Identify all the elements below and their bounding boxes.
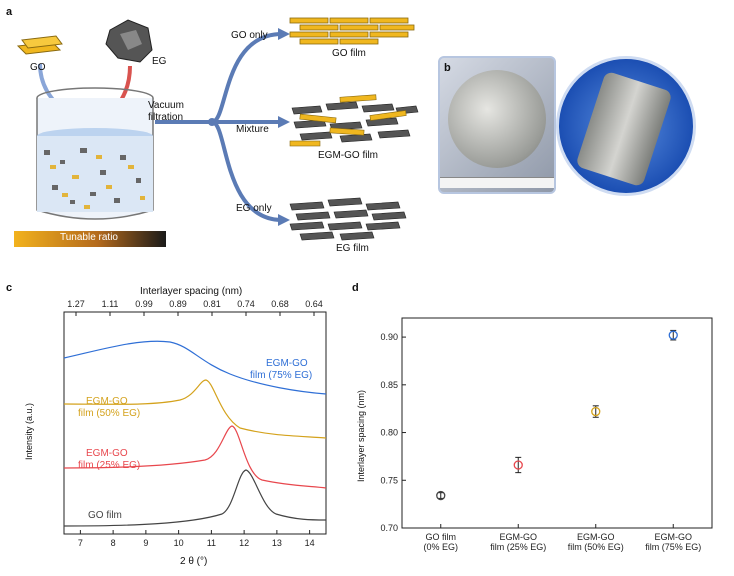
bent-film-icon: [575, 70, 673, 188]
bottom-tick-label: 10: [174, 538, 184, 548]
label-go-film: GO film: [88, 510, 122, 521]
go-label: GO: [30, 62, 46, 73]
xrd-plot-frame: [63, 311, 327, 535]
x-tick-label: EGM-GO: [500, 532, 538, 542]
label-25-eg-line1: EGM-GO: [86, 448, 128, 459]
top-tick-label: 1.27: [67, 299, 85, 309]
y-tick-label: 0.75: [380, 475, 398, 485]
y-tick-label: 0.80: [380, 428, 398, 438]
bottom-tick-label: 13: [272, 538, 282, 548]
spacing-ylabel: Interlayer spacing (nm): [356, 389, 366, 482]
film-disc-icon: [448, 70, 546, 168]
bottom-tick-label: 14: [305, 538, 315, 548]
y-tick-label: 0.85: [380, 380, 398, 390]
x-tick-label: GO film: [426, 532, 457, 542]
eg-film-label: EG film: [336, 243, 369, 254]
ruler-icon: [440, 177, 554, 188]
top-tick-label: 0.68: [271, 299, 289, 309]
eg-label: EG: [152, 56, 167, 67]
bottom-tick-label: 12: [239, 538, 249, 548]
x-tick-label: EGM-GO: [655, 532, 693, 542]
data-point: [591, 406, 601, 417]
panel-b-letter: b: [444, 62, 451, 74]
branch-go-only-label: GO only: [231, 30, 268, 41]
top-tick-label: 0.64: [305, 299, 323, 309]
y-tick-label: 0.90: [380, 332, 398, 342]
film-photo-bent: [556, 56, 696, 196]
vacuum-filtration-label: Vacuum filtration: [148, 100, 184, 123]
egmgo-film-icon: [289, 94, 419, 147]
eg-film-icon: [289, 197, 407, 241]
label-50-eg-line1: EGM-GO: [86, 396, 128, 407]
label-75-eg-line2: film (75% EG): [250, 370, 313, 381]
bottom-tick-label: 7: [78, 538, 83, 548]
bottom-tick-label: 9: [143, 538, 148, 548]
branch-eg-only-label: EG only: [236, 203, 272, 214]
x-tick-label: film (25% EG): [490, 542, 546, 552]
top-tick-label: 0.89: [169, 299, 187, 309]
y-tick-label: 0.70: [380, 523, 398, 533]
go-film-icon: [289, 17, 415, 45]
panel-c-letter: c: [6, 282, 13, 294]
top-tick-label: 0.74: [237, 299, 255, 309]
go-flake-icon: [16, 35, 63, 55]
film-photo-flat: [438, 56, 556, 194]
egmgo-film-label: EGM-GO film: [318, 150, 378, 161]
tunable-ratio-bar: [14, 231, 166, 247]
x-tick-label: (0% EG): [423, 542, 458, 552]
panel-a-letter: a: [6, 6, 13, 18]
eg-flake-icon: [105, 19, 153, 63]
branch-mixture-label: Mixture: [236, 124, 269, 135]
data-point: [513, 460, 523, 470]
x-tick-label: film (75% EG): [645, 542, 701, 552]
data-point: [668, 330, 678, 340]
data-point: [436, 490, 446, 501]
beaker-icon: [36, 87, 154, 220]
panel-a-schematic: [14, 17, 419, 247]
bottom-tick-label: 11: [207, 538, 216, 548]
panel-d-letter: d: [352, 282, 359, 294]
xrd-ylabel: Intensity (a.u.): [24, 402, 34, 460]
top-tick-label: 0.99: [135, 299, 153, 309]
x-tick-label: film (50% EG): [568, 542, 624, 552]
x-tick-label: EGM-GO: [577, 532, 615, 542]
tunable-ratio-label: Tunable ratio: [60, 232, 118, 243]
top-tick-label: 1.11: [102, 299, 119, 309]
spacing-plot-frame: [401, 317, 713, 529]
go-film-label: GO film: [332, 48, 366, 59]
label-25-eg-line2: film (25% EG): [78, 460, 141, 471]
top-axis-title: Interlayer spacing (nm): [140, 286, 243, 297]
xrd-xlabel: 2 θ (°): [180, 556, 208, 567]
label-50-eg-line2: film (50% EG): [78, 408, 141, 419]
label-75-eg-line1: EGM-GO: [266, 358, 308, 369]
top-tick-label: 0.81: [203, 299, 221, 309]
bottom-tick-label: 8: [111, 538, 116, 548]
